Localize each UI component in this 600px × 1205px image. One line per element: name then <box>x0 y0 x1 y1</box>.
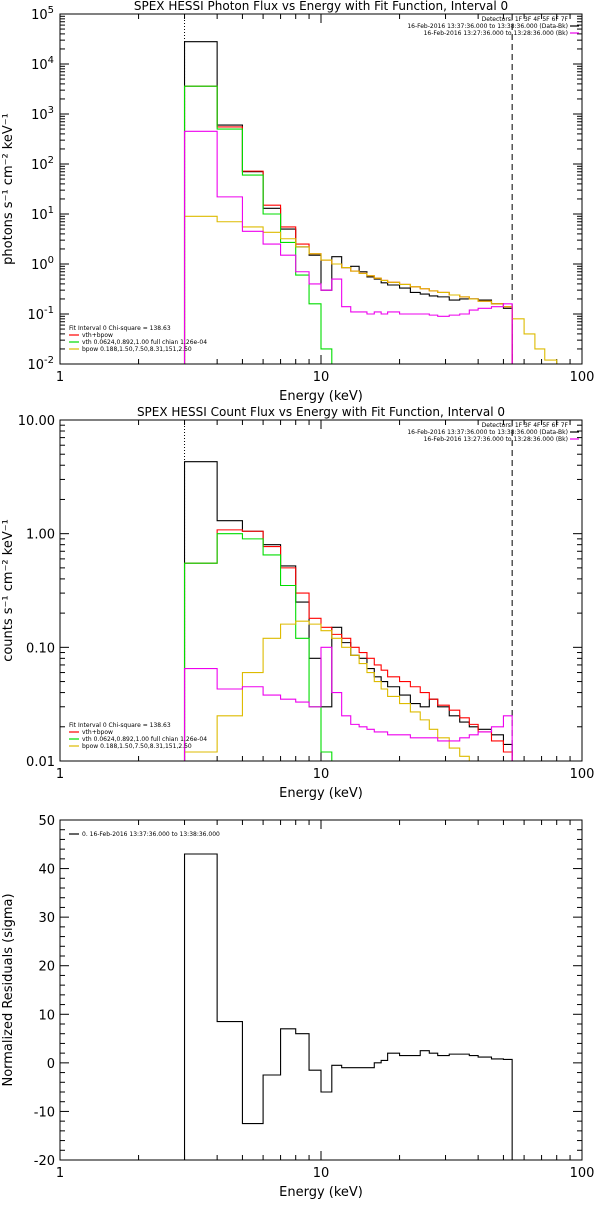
residual-x-axis-label: Energy (keV) <box>279 1185 363 1200</box>
count-series-vth <box>183 533 342 761</box>
count-annotation-line: 16-Feb-2016 13:37:36.000 to 13:38:36.000… <box>407 429 568 436</box>
count-x-tick-label: 100 <box>570 767 595 782</box>
count-series-data <box>183 461 513 761</box>
photon-y-tick-base: 10 <box>31 108 48 123</box>
count-y-tick-label: 0.10 <box>26 641 55 656</box>
photon-legend-line: vth 0.0624,0.892,1.00 full chian 1.26e-0… <box>82 339 207 346</box>
photon-y-tick-base: 10 <box>31 8 48 23</box>
photon-annotation-line: 16-Feb-2016 13:27:36.000 to 13:28:36.000… <box>424 30 568 37</box>
photon-y-tick-label: 103 <box>31 105 54 123</box>
count-x-tick-label: 10 <box>313 767 330 782</box>
residual-y-tick-label: 40 <box>38 863 55 878</box>
count-y-tick-label: 1.00 <box>26 528 55 543</box>
photon-y-tick-label: 100 <box>31 255 54 273</box>
photon-series-vth <box>183 85 342 364</box>
photon-panel: SPEX HESSI Photon Flux vs Energy with Fi… <box>1 0 594 404</box>
residual-legend-line: 0. 16-Feb-2016 13:37:36.000 to 13:38:36.… <box>82 831 220 838</box>
photon-y-tick-label: 101 <box>31 205 54 223</box>
residual-y-tick-label: 0 <box>47 1057 55 1072</box>
photon-legend-line: bpow 0.188,1.50,7.50,8.31,151,2.50 <box>82 346 192 353</box>
photon-y-tick-exp: -2 <box>44 355 54 366</box>
count-legend-line: Fit Interval 0 Chi-square = 138.63 <box>69 722 171 729</box>
photon-legend-line: Fit Interval 0 Chi-square = 138.63 <box>69 325 171 332</box>
photon-y-tick-base: 10 <box>31 158 48 173</box>
photon-series-data <box>183 41 513 364</box>
count-y-axis-label: counts s⁻¹ cm⁻² keV⁻¹ <box>1 519 16 662</box>
count-legend-line: bpow 0.188,1.50,7.50,8.31,151,2.50 <box>82 743 192 750</box>
residual-x-tick-label: 100 <box>570 1166 595 1181</box>
count-series-bk <box>183 646 513 761</box>
count-x-tick-label: 1 <box>56 767 64 782</box>
photon-x-tick-label: 1 <box>56 370 64 385</box>
count-series-total <box>183 529 513 761</box>
photon-title: SPEX HESSI Photon Flux vs Energy with Fi… <box>134 0 508 13</box>
photon-y-tick-base: 10 <box>31 208 48 223</box>
count-legend-line: vth 0.0624,0.892,1.00 full chian 1.26e-0… <box>82 736 207 743</box>
photon-y-tick-label: 105 <box>31 5 54 23</box>
photon-y-tick-exp: 5 <box>48 5 54 16</box>
photon-y-tick-label: 104 <box>31 55 54 73</box>
photon-annotation-line: 16-Feb-2016 13:37:36.000 to 13:38:36.000… <box>407 23 568 30</box>
photon-y-tick-base: 10 <box>27 358 44 373</box>
photon-series-total <box>183 85 513 364</box>
residual-plot-frame <box>59 819 583 1161</box>
count-title: SPEX HESSI Count Flux vs Energy with Fit… <box>137 405 505 419</box>
photon-x-tick-label: 10 <box>313 370 330 385</box>
count-y-tick-label: 10.00 <box>18 414 55 429</box>
residual-x-tick-label: 10 <box>313 1166 330 1181</box>
photon-series-bpow <box>183 215 558 364</box>
count-panel: SPEX HESSI Count Flux vs Energy with Fit… <box>1 405 594 801</box>
photon-x-tick-label: 100 <box>570 370 595 385</box>
photon-y-tick-label: 10-1 <box>27 305 54 323</box>
count-legend-line: vth+bpow <box>82 729 113 736</box>
photon-x-axis-label: Energy (keV) <box>279 389 363 404</box>
photon-y-tick-base: 10 <box>31 258 48 273</box>
residual-y-tick-label: -10 <box>34 1105 55 1120</box>
residual-series- <box>183 853 513 1160</box>
photon-y-tick-exp: -1 <box>44 305 54 316</box>
photon-y-tick-exp: 3 <box>48 105 54 116</box>
photon-y-tick-exp: 0 <box>48 255 54 266</box>
photon-y-tick-exp: 1 <box>48 205 54 216</box>
count-annotation-line: 16-Feb-2016 13:27:36.000 to 13:28:36.000… <box>424 436 568 443</box>
count-annotation-line: Detectors: 1F 3F 4F 5F 6F 7F <box>482 422 569 429</box>
residual-y-axis-label: Normalized Residuals (sigma) <box>1 893 16 1086</box>
count-series-bpow <box>183 620 479 761</box>
photon-y-tick-label: 102 <box>31 155 54 173</box>
photon-y-tick-exp: 2 <box>48 155 54 166</box>
residual-x-tick-label: 1 <box>56 1166 64 1181</box>
count-x-axis-label: Energy (keV) <box>279 786 363 801</box>
photon-legend-line: vth+bpow <box>82 332 113 339</box>
photon-y-tick-base: 10 <box>31 58 48 73</box>
photon-y-tick-base: 10 <box>27 308 44 323</box>
photon-plot-frame <box>59 13 583 365</box>
count-plot-frame <box>59 419 583 762</box>
count-y-tick-label: 0.01 <box>26 755 55 770</box>
residual-y-tick-label: 10 <box>38 1008 55 1023</box>
photon-y-tick-label: 10-2 <box>27 355 54 373</box>
residual-y-tick-label: -20 <box>34 1154 55 1169</box>
residual-y-tick-label: 50 <box>38 814 55 829</box>
residual-y-tick-label: 20 <box>38 960 55 975</box>
photon-annotation-line: Detectors: 1F 3F 4F 5F 6F 7F <box>482 16 569 23</box>
photon-y-tick-exp: 4 <box>48 55 54 66</box>
photon-series-bk <box>183 130 513 364</box>
residual-y-tick-label: 30 <box>38 911 55 926</box>
photon-y-axis-label: photons s⁻¹ cm⁻² keV⁻¹ <box>1 113 16 265</box>
residual-panel: 1 10 100 Energy (keV) -20 -10 0 10 20 30 40 50 Norma… <box>1 814 594 1200</box>
